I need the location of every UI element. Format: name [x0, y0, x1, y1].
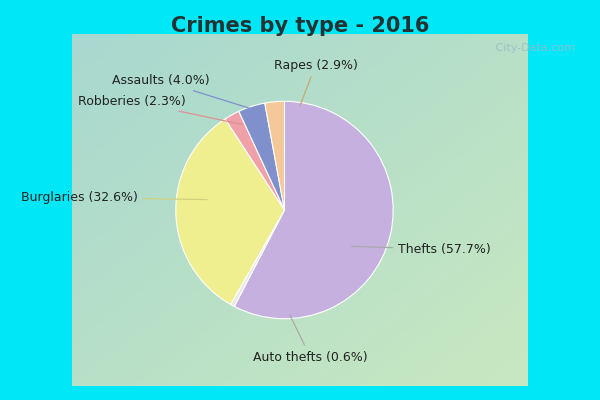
Wedge shape [225, 111, 284, 210]
Text: Auto thefts (0.6%): Auto thefts (0.6%) [253, 315, 368, 364]
Text: City-Data.com: City-Data.com [492, 43, 575, 53]
Text: Robberies (2.3%): Robberies (2.3%) [79, 95, 242, 124]
Text: Rapes (2.9%): Rapes (2.9%) [274, 58, 358, 106]
Wedge shape [239, 103, 284, 210]
Wedge shape [230, 210, 284, 306]
Text: Assaults (4.0%): Assaults (4.0%) [112, 74, 261, 112]
Wedge shape [265, 101, 284, 210]
Text: Crimes by type - 2016: Crimes by type - 2016 [171, 16, 429, 36]
Wedge shape [176, 119, 284, 304]
Text: Burglaries (32.6%): Burglaries (32.6%) [20, 191, 207, 204]
Wedge shape [234, 101, 393, 319]
Text: Thefts (57.7%): Thefts (57.7%) [352, 243, 491, 256]
